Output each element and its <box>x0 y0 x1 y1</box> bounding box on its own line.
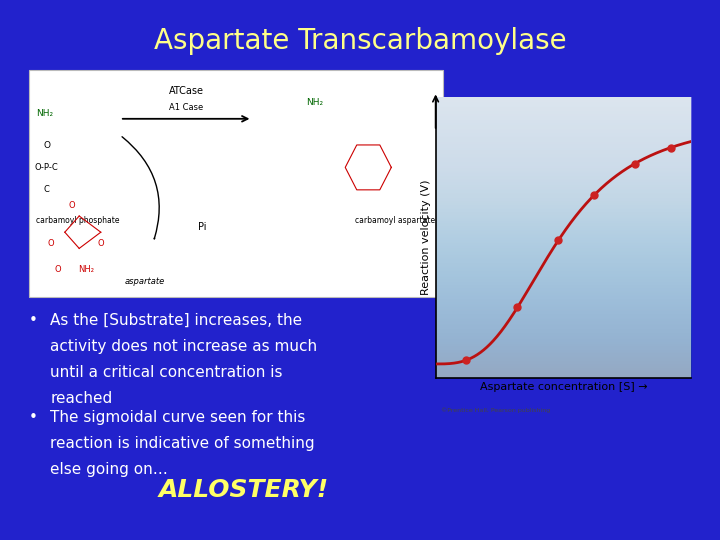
Text: Aspartate Transcarbamoylase: Aspartate Transcarbamoylase <box>153 27 567 55</box>
Text: O: O <box>47 239 54 247</box>
Text: ©Prentice Hall, Pearson publishing: ©Prentice Hall, Pearson publishing <box>441 407 550 413</box>
Text: The sigmoidal curve seen for this: The sigmoidal curve seen for this <box>50 410 306 426</box>
FancyBboxPatch shape <box>29 70 443 297</box>
Text: As the [Substrate] increases, the: As the [Substrate] increases, the <box>50 313 302 328</box>
Text: aspartate: aspartate <box>125 277 165 286</box>
Text: O: O <box>68 201 76 210</box>
Point <box>512 303 523 312</box>
Text: O: O <box>54 266 61 274</box>
Point <box>552 236 564 245</box>
Text: carbamoyl phosphate: carbamoyl phosphate <box>36 216 120 225</box>
Text: Pi: Pi <box>199 222 207 232</box>
Text: A1 Case: A1 Case <box>169 103 203 112</box>
Text: NH₂: NH₂ <box>78 266 94 274</box>
Y-axis label: Reaction velocity (V): Reaction velocity (V) <box>421 180 431 295</box>
Text: NH₂: NH₂ <box>36 109 53 118</box>
Text: NH₂: NH₂ <box>306 98 323 107</box>
Text: reached: reached <box>50 391 112 406</box>
Text: else going on…: else going on… <box>50 462 168 477</box>
Text: O: O <box>43 141 50 150</box>
Point <box>665 143 677 152</box>
Point <box>461 356 472 364</box>
Point <box>588 191 600 199</box>
FancyArrowPatch shape <box>122 137 159 239</box>
Text: •: • <box>29 410 37 426</box>
Text: ATCase: ATCase <box>168 86 204 97</box>
Text: O: O <box>97 239 104 247</box>
Point <box>629 159 641 168</box>
Text: O-P-C: O-P-C <box>35 163 58 172</box>
X-axis label: Aspartate concentration [S] →: Aspartate concentration [S] → <box>480 382 647 392</box>
Text: C: C <box>44 185 50 193</box>
Text: reaction is indicative of something: reaction is indicative of something <box>50 436 315 451</box>
Text: carbamoyl aspartate: carbamoyl aspartate <box>356 216 436 225</box>
Text: •: • <box>29 313 37 328</box>
Text: ALLOSTERY!: ALLOSTERY! <box>158 478 328 502</box>
Text: until a critical concentration is: until a critical concentration is <box>50 365 283 380</box>
Text: activity does not increase as much: activity does not increase as much <box>50 339 318 354</box>
